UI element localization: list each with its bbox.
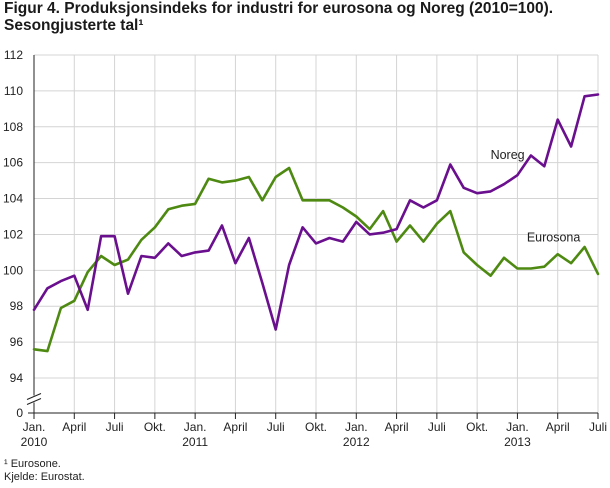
footnote-source: Kjelde: Eurostat.	[4, 471, 85, 483]
x-tick-year: 2013	[504, 435, 531, 449]
x-tick-label: Okt.	[144, 420, 166, 434]
x-tick-label: Jan.	[345, 420, 368, 434]
x-tick-label: April	[62, 420, 86, 434]
axis-break-gap	[26, 395, 42, 403]
x-tick-label: April	[546, 420, 570, 434]
y-tick-label: 100	[3, 263, 23, 277]
x-tick-label: Okt.	[305, 420, 327, 434]
x-tick-label: Juli	[267, 420, 285, 434]
x-tick-year: 2011	[182, 435, 208, 449]
x-tick-label: Juli	[589, 420, 607, 434]
y-tick-label: 108	[3, 120, 23, 134]
y-tick-label: 94	[10, 371, 24, 385]
x-tick-label: Juli	[428, 420, 446, 434]
x-tick-label: April	[385, 420, 409, 434]
y-tick-label: 102	[3, 227, 23, 241]
y-tick-label: 0	[16, 406, 23, 420]
x-tick-label: Jan.	[184, 420, 207, 434]
subtitle-line: Sesongjusterte tal¹	[4, 17, 144, 34]
series-label-eurosona: Eurosona	[527, 231, 581, 245]
x-tick-year: 2012	[343, 435, 370, 449]
chart-title: Figur 4. Produksjonsindeks for industri …	[4, 0, 604, 34]
x-tick-label: Jan.	[23, 420, 46, 434]
x-tick-label: Juli	[106, 420, 124, 434]
x-tick-label: April	[223, 420, 247, 434]
x-tick-label: Jan.	[506, 420, 529, 434]
series	[32, 93, 600, 353]
x-tick-label: Okt.	[466, 420, 488, 434]
y-axis: 0 94 96 98 100 102 104 106 108 110 112	[3, 48, 42, 420]
x-tick-year: 2010	[21, 435, 48, 449]
y-tick-label: 112	[4, 48, 23, 62]
y-tick-label: 96	[10, 335, 24, 349]
y-tick-label: 98	[10, 299, 24, 313]
series-labels: Noreg Eurosona	[491, 148, 581, 245]
series-label-noreg: Noreg	[491, 148, 525, 162]
axis-break-mark	[26, 393, 42, 400]
y-tick-label: 106	[3, 156, 23, 170]
y-tick-label: 104	[3, 192, 23, 206]
y-tick-label: 110	[4, 84, 23, 98]
grid	[33, 54, 599, 413]
footnote-eurosone: ¹ Eurosone.	[4, 458, 61, 470]
series-line-eurosona	[32, 166, 600, 353]
title-line: Figur 4. Produksjonsindeks for industri …	[4, 0, 554, 17]
footnote: ¹ Eurosone. Kjelde: Eurostat.	[4, 458, 85, 484]
series-line-noreg	[32, 93, 600, 331]
axis-break-mark	[26, 398, 42, 405]
